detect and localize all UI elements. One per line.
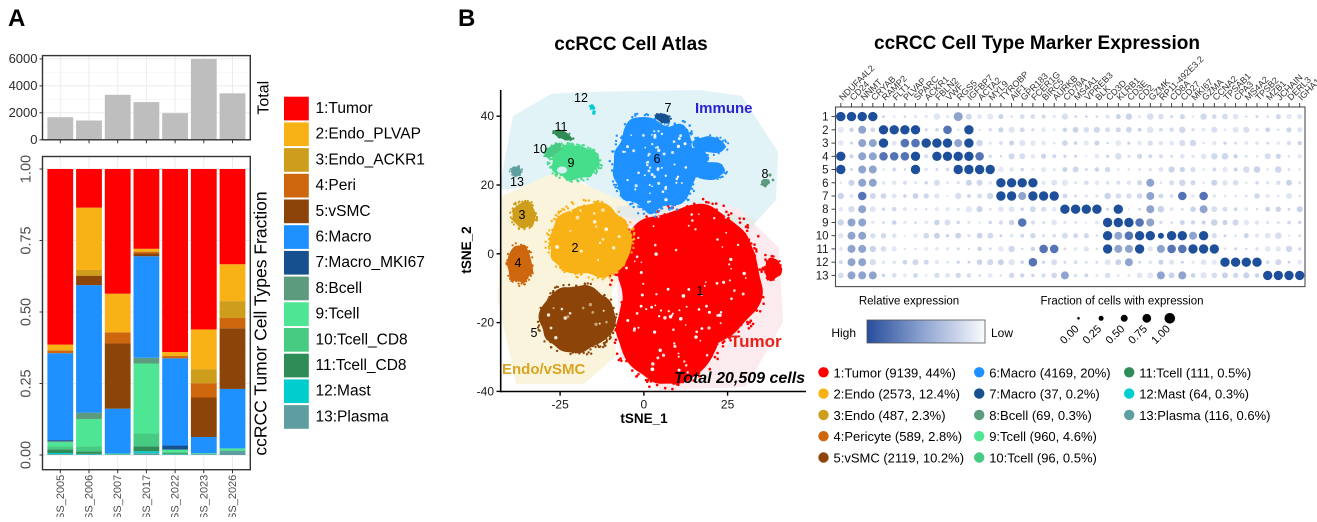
svg-text:2: 2 bbox=[822, 125, 828, 137]
svg-text:2: 2 bbox=[572, 241, 579, 255]
svg-text:1:Tumor (9139, 44%): 1:Tumor (9139, 44%) bbox=[834, 365, 956, 380]
svg-text:Tumor: Tumor bbox=[730, 332, 782, 351]
svg-text:11: 11 bbox=[817, 244, 829, 256]
svg-text:8: 8 bbox=[762, 167, 769, 181]
svg-text:10: 10 bbox=[533, 142, 547, 156]
svg-text:8:Bcell (69, 0.3%): 8:Bcell (69, 0.3%) bbox=[989, 408, 1092, 423]
svg-text:4: 4 bbox=[822, 151, 829, 163]
svg-text:0: 0 bbox=[641, 398, 648, 412]
svg-text:1.00: 1.00 bbox=[19, 155, 35, 183]
svg-text:SS_2006: SS_2006 bbox=[84, 475, 96, 517]
svg-text:Low: Low bbox=[991, 326, 1013, 340]
svg-text:12:Mast: 12:Mast bbox=[316, 383, 372, 400]
svg-text:3:Endo_ACKR1: 3:Endo_ACKR1 bbox=[316, 151, 425, 168]
svg-text:A: A bbox=[8, 5, 25, 32]
svg-text:SS_2007: SS_2007 bbox=[112, 475, 124, 517]
svg-text:10: 10 bbox=[816, 231, 829, 243]
svg-text:25: 25 bbox=[721, 398, 735, 412]
svg-text:8: 8 bbox=[822, 204, 828, 216]
svg-text:1: 1 bbox=[697, 284, 704, 298]
svg-text:6000: 6000 bbox=[9, 51, 38, 66]
svg-text:12:Mast (64, 0.3%): 12:Mast (64, 0.3%) bbox=[1139, 387, 1249, 402]
svg-text:B: B bbox=[458, 5, 475, 32]
svg-text:11:Tcell_CD8: 11:Tcell_CD8 bbox=[316, 357, 407, 374]
svg-text:SS_2005: SS_2005 bbox=[55, 475, 67, 517]
svg-text:7:Macro (37, 0.2%): 7:Macro (37, 0.2%) bbox=[989, 387, 1100, 402]
svg-text:Fraction of cells with express: Fraction of cells with expression bbox=[1041, 296, 1204, 308]
svg-text:3:Endo (487, 2.3%): 3:Endo (487, 2.3%) bbox=[834, 408, 946, 423]
svg-text:4:Peri: 4:Peri bbox=[316, 177, 357, 194]
svg-text:Relative expression: Relative expression bbox=[859, 296, 959, 308]
svg-text:ccRCC Tumor Cell Types Fractio: ccRCC Tumor Cell Types Fraction bbox=[251, 191, 271, 455]
svg-text:7: 7 bbox=[822, 191, 828, 203]
svg-text:6: 6 bbox=[654, 152, 661, 166]
svg-text:9:Tcell: 9:Tcell bbox=[316, 306, 360, 323]
svg-text:SS_2022: SS_2022 bbox=[170, 475, 182, 517]
svg-text:0.25: 0.25 bbox=[19, 369, 35, 397]
svg-text:6:Macro (4169, 20%): 6:Macro (4169, 20%) bbox=[989, 365, 1110, 380]
svg-text:9: 9 bbox=[822, 218, 828, 230]
svg-text:10:Tcell (96, 0.5%): 10:Tcell (96, 0.5%) bbox=[989, 451, 1097, 466]
svg-text:0.00: 0.00 bbox=[19, 441, 35, 469]
svg-text:13: 13 bbox=[816, 270, 829, 282]
svg-text:3: 3 bbox=[822, 138, 828, 150]
svg-text:-40: -40 bbox=[477, 384, 495, 398]
svg-text:2:Endo (2573, 12.4%): 2:Endo (2573, 12.4%) bbox=[834, 387, 960, 402]
svg-text:SS_2026: SS_2026 bbox=[227, 475, 239, 517]
svg-text:9: 9 bbox=[568, 156, 575, 170]
svg-text:40: 40 bbox=[481, 109, 495, 123]
svg-text:20: 20 bbox=[481, 178, 495, 192]
svg-text:ccRCC Cell Atlas: ccRCC Cell Atlas bbox=[554, 34, 707, 55]
svg-text:High: High bbox=[831, 326, 856, 340]
svg-text:12: 12 bbox=[816, 257, 829, 269]
svg-text:12: 12 bbox=[574, 91, 588, 105]
svg-text:4: 4 bbox=[515, 256, 522, 270]
svg-text:5: 5 bbox=[531, 326, 538, 340]
svg-text:1: 1 bbox=[822, 112, 828, 124]
svg-text:Total 20,509 cells: Total 20,509 cells bbox=[674, 370, 805, 387]
svg-text:6: 6 bbox=[822, 178, 828, 190]
svg-text:5: 5 bbox=[822, 165, 828, 177]
svg-text:tSNE_2: tSNE_2 bbox=[459, 226, 474, 273]
svg-text:5:vSMC (2119, 10.2%): 5:vSMC (2119, 10.2%) bbox=[834, 451, 965, 466]
svg-text:13: 13 bbox=[510, 175, 524, 189]
svg-text:2:Endo_PLVAP: 2:Endo_PLVAP bbox=[316, 126, 421, 143]
svg-text:-20: -20 bbox=[477, 316, 495, 330]
svg-text:5:vSMC: 5:vSMC bbox=[316, 203, 371, 220]
svg-text:SS_2017: SS_2017 bbox=[141, 475, 153, 517]
svg-text:11:Tcell (111, 0.5%): 11:Tcell (111, 0.5%) bbox=[1139, 365, 1251, 380]
svg-text:6:Macro: 6:Macro bbox=[316, 229, 372, 246]
svg-text:0.75: 0.75 bbox=[19, 226, 35, 254]
svg-text:9:Tcell (960, 4.6%): 9:Tcell (960, 4.6%) bbox=[989, 429, 1097, 444]
svg-text:Endo/vSMC: Endo/vSMC bbox=[502, 361, 586, 378]
svg-text:8:Bcell: 8:Bcell bbox=[316, 280, 363, 297]
svg-text:Immune: Immune bbox=[695, 100, 753, 117]
svg-text:13:Plasma: 13:Plasma bbox=[316, 408, 390, 425]
svg-text:10:Tcell_CD8: 10:Tcell_CD8 bbox=[316, 331, 408, 348]
svg-text:11: 11 bbox=[555, 120, 568, 134]
svg-text:1:Tumor: 1:Tumor bbox=[316, 100, 373, 117]
svg-text:0: 0 bbox=[30, 132, 37, 147]
svg-text:0: 0 bbox=[487, 247, 494, 261]
svg-text:2000: 2000 bbox=[9, 105, 38, 120]
svg-text:ccRCC Cell Type Marker Express: ccRCC Cell Type Marker Expression bbox=[874, 33, 1200, 54]
svg-text:Total: Total bbox=[256, 81, 273, 115]
svg-text:7:Macro_MKI67: 7:Macro_MKI67 bbox=[316, 254, 425, 271]
svg-text:4:Pericyte (589, 2.8%): 4:Pericyte (589, 2.8%) bbox=[834, 429, 963, 444]
svg-text:SS_2023: SS_2023 bbox=[198, 475, 210, 517]
svg-text:0.50: 0.50 bbox=[19, 298, 35, 326]
svg-text:13:Plasma (116, 0.6%): 13:Plasma (116, 0.6%) bbox=[1139, 408, 1270, 423]
svg-text:tSNE_1: tSNE_1 bbox=[620, 411, 668, 426]
svg-text:-25: -25 bbox=[551, 398, 569, 412]
svg-text:3: 3 bbox=[519, 208, 526, 222]
svg-text:4000: 4000 bbox=[9, 78, 38, 93]
svg-text:7: 7 bbox=[665, 101, 672, 115]
